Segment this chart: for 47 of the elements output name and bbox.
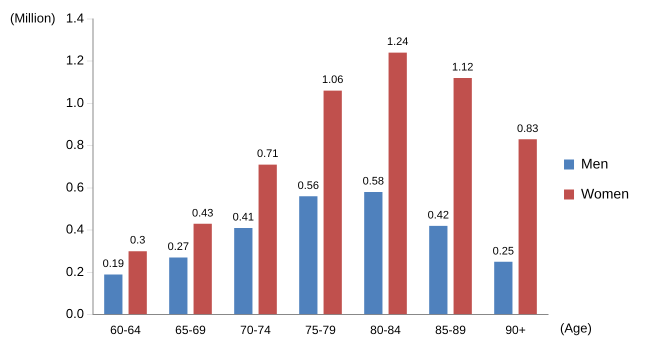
bar bbox=[454, 78, 472, 314]
x-tick-label: 70-74 bbox=[240, 323, 272, 338]
bar bbox=[324, 90, 342, 314]
data-label: 0.3 bbox=[130, 234, 146, 247]
data-label: 0.43 bbox=[192, 207, 214, 220]
bar bbox=[364, 192, 382, 314]
data-label: 0.19 bbox=[102, 258, 124, 270]
y-tick-label: 1.4 bbox=[66, 10, 84, 26]
bar bbox=[258, 164, 277, 314]
bar bbox=[169, 258, 188, 314]
bar bbox=[518, 139, 537, 314]
legend-label: Men bbox=[581, 155, 608, 172]
x-tick-label: 65-69 bbox=[175, 323, 206, 338]
data-label: 0.83 bbox=[516, 122, 538, 135]
y-axis-title: (Million) bbox=[10, 10, 56, 26]
y-tick-label: 0.0 bbox=[66, 306, 84, 322]
data-label: 0.25 bbox=[492, 245, 514, 258]
data-label: 0.27 bbox=[168, 241, 190, 254]
y-tick-label: 0.4 bbox=[66, 222, 84, 237]
data-label: 0.41 bbox=[232, 212, 254, 224]
y-tick-label: 1.2 bbox=[66, 52, 84, 68]
y-tick-label: 0.2 bbox=[66, 264, 84, 279]
x-tick-label: 80-84 bbox=[370, 323, 402, 338]
bar bbox=[388, 52, 407, 314]
bar bbox=[429, 226, 448, 314]
data-label: 1.24 bbox=[386, 36, 408, 48]
y-tick-label: 0.8 bbox=[66, 137, 84, 152]
bar bbox=[494, 262, 512, 314]
data-label: 1.12 bbox=[452, 61, 474, 74]
y-tick-label: 0.6 bbox=[66, 179, 84, 194]
x-axis-title: (Age) bbox=[560, 320, 592, 336]
x-tick-label: 75-79 bbox=[305, 323, 336, 338]
data-label: 0.42 bbox=[428, 209, 450, 222]
x-tick-label: 60-64 bbox=[110, 323, 142, 338]
data-label: 0.71 bbox=[256, 148, 278, 160]
x-tick-label: 85-89 bbox=[435, 323, 466, 338]
bar bbox=[104, 274, 122, 314]
y-tick-label: 1.0 bbox=[66, 94, 84, 110]
data-label: 0.56 bbox=[298, 180, 320, 192]
bar bbox=[128, 251, 147, 314]
bar bbox=[299, 196, 318, 314]
data-label: 0.58 bbox=[362, 176, 384, 188]
data-label: 1.06 bbox=[322, 74, 344, 86]
bar bbox=[194, 224, 212, 314]
legend-label: Women bbox=[581, 185, 630, 202]
bar bbox=[234, 228, 252, 314]
x-tick-label: 90+ bbox=[505, 323, 526, 338]
